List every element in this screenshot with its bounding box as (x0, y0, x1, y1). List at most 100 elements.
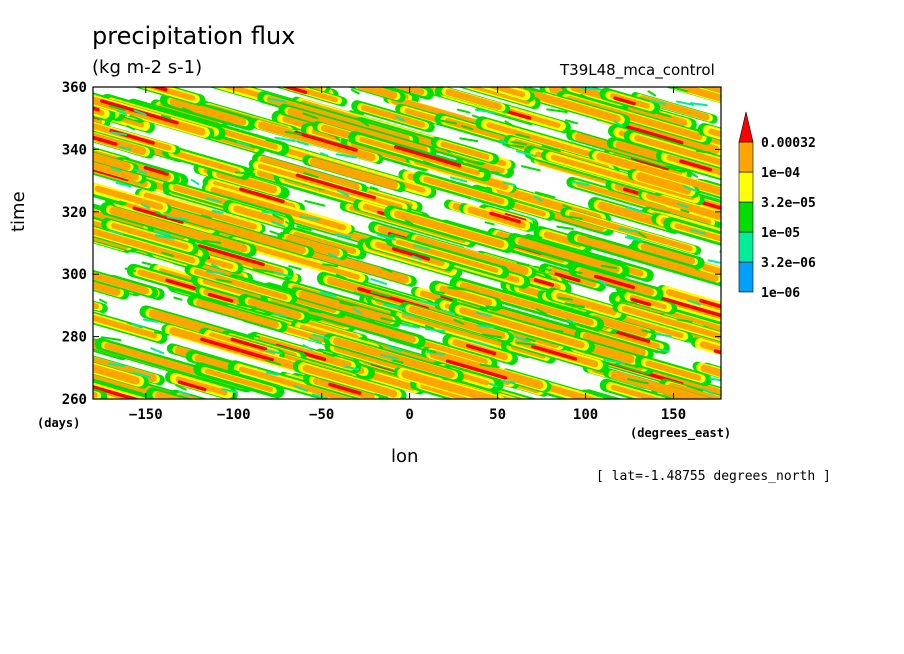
precip-speck (476, 311, 492, 317)
precip-streak (359, 136, 481, 176)
precip-streak (305, 87, 331, 93)
precip-speck (664, 165, 684, 171)
precip-speck (322, 351, 335, 358)
precip-speck (719, 250, 721, 253)
precip-streak (531, 344, 578, 361)
precip-speck (133, 109, 147, 116)
y-axis-ticks: 260 280 300 320 340 360 (62, 80, 721, 408)
colorbar-label: 3.2e−06 (761, 256, 816, 271)
precip-speck (425, 348, 437, 354)
colorbar-label: 1e−05 (761, 226, 800, 241)
precip-speck (479, 363, 500, 369)
precip-speck (587, 235, 601, 241)
precip-speck (400, 323, 419, 329)
precip-speck (159, 167, 169, 174)
precip-streak (459, 306, 585, 349)
precip-speck (418, 299, 438, 306)
precip-streak (294, 130, 358, 152)
run-label: T39L48_mca_control (560, 61, 715, 79)
precip-streak (169, 97, 247, 127)
precip-streak (81, 410, 135, 426)
precip-speck (150, 347, 165, 355)
precip-speck (374, 393, 389, 399)
precip-speck (689, 171, 698, 178)
precip-speck (108, 229, 124, 236)
precip-speck (175, 384, 187, 391)
precip-streak (582, 332, 646, 357)
colorbar-segment (738, 261, 754, 293)
precip-speck (340, 301, 355, 307)
precip-speck (597, 279, 607, 286)
precip-speck (264, 349, 283, 355)
precip-streak (640, 243, 696, 265)
colorbar-segment (738, 231, 754, 263)
precip-speck (700, 388, 715, 395)
precip-speck (619, 299, 637, 305)
precip-streak (645, 360, 702, 381)
precip-speck (534, 191, 556, 199)
precip-streak (510, 393, 534, 399)
precip-speck (707, 259, 721, 264)
precip-speck (649, 99, 666, 105)
precip-speck (618, 227, 640, 233)
precip-speck (476, 324, 496, 329)
precip-streak (429, 349, 544, 390)
precip-speck (499, 139, 509, 145)
precip-streak (730, 97, 782, 112)
precip-speck (269, 230, 285, 237)
precip-streak (216, 62, 279, 80)
precip-streak (723, 373, 743, 379)
precip-speck (308, 309, 322, 314)
precip-streak (285, 234, 340, 257)
precip-speck (190, 178, 200, 186)
precip-speck (626, 378, 649, 385)
precip-streak (219, 62, 276, 79)
precip-streak (93, 318, 99, 323)
precip-speck (579, 87, 602, 91)
precip-streak (601, 403, 648, 417)
precip-streak (247, 298, 302, 320)
precip-speck (124, 267, 137, 272)
precip-speck (456, 108, 471, 114)
precip-speck (352, 307, 363, 315)
precip-streak (635, 49, 784, 92)
precip-streak (143, 192, 257, 230)
precip-streak (700, 364, 721, 377)
precip-streak (93, 302, 99, 310)
precip-speck (546, 108, 568, 114)
precip-speck (140, 203, 151, 209)
precip-speck (336, 189, 350, 197)
precip-streak (93, 152, 131, 171)
precip-speck (566, 318, 577, 325)
precip-streak (207, 292, 234, 303)
precip-streak (642, 51, 777, 90)
precip-speck (274, 136, 296, 143)
x-tick-label: −100 (217, 407, 251, 423)
precip-speck (638, 232, 647, 239)
precip-streak (699, 298, 721, 309)
precip-streak (40, 225, 90, 240)
precip-speck (472, 114, 484, 120)
precip-speck (686, 299, 701, 306)
precip-streak (208, 332, 276, 356)
precip-speck (502, 143, 524, 148)
precip-streak (446, 390, 483, 399)
x-tick-label: 0 (405, 407, 413, 423)
precip-speck (470, 339, 490, 347)
precip-speck (154, 234, 176, 240)
precip-speck (200, 214, 212, 220)
precip-streak (445, 359, 508, 380)
colorbar-label: 0.00032 (761, 136, 816, 151)
precip-streak (93, 385, 142, 399)
precip-speck (265, 371, 280, 376)
precip-speck (304, 199, 326, 207)
precip-speck (350, 88, 360, 95)
colorbar-label: 3.2e−05 (761, 196, 816, 211)
precip-streak (235, 239, 360, 280)
precip-speck (236, 303, 257, 309)
precip-speck (296, 225, 312, 232)
y-tick-label: 300 (62, 267, 87, 283)
precip-speck (523, 87, 544, 93)
precip-streak (414, 235, 529, 276)
precip-speck (440, 309, 455, 316)
